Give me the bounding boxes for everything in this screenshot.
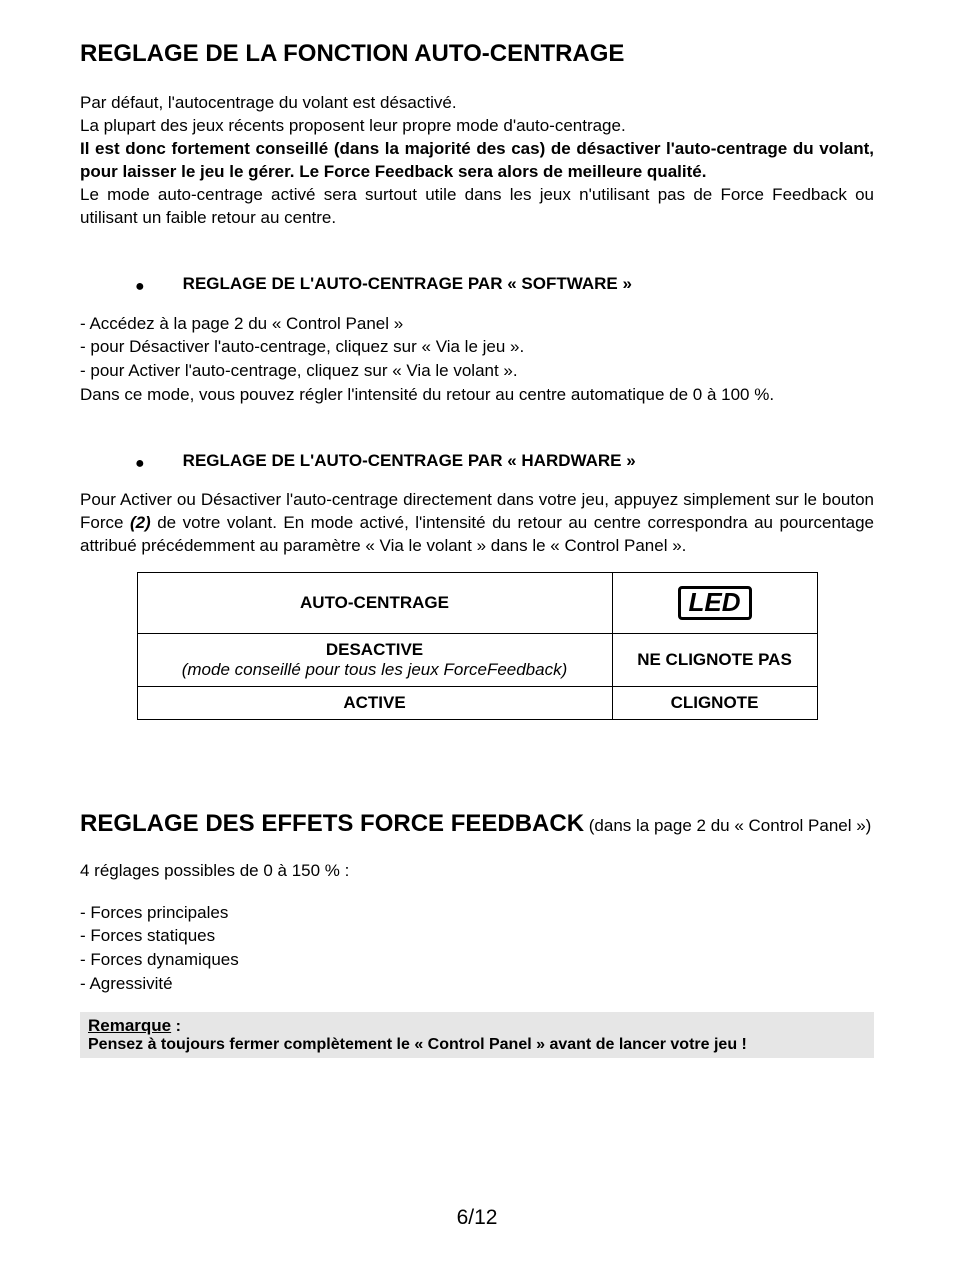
section1-p3: Il est donc fortement conseillé (dans la… [80,138,874,184]
table-desactive-sub: (mode conseillé pour tous les jeux Force… [150,660,600,680]
section1-title: REGLAGE DE LA FONCTION AUTO-CENTRAGE [80,40,874,68]
software-line2: - pour Désactiver l'auto-centrage, cliqu… [80,335,874,359]
software-line4: Dans ce mode, vous pouvez régler l'inten… [80,383,874,407]
remark-colon: : [171,1018,181,1035]
auto-centrage-table: AUTO-CENTRAGE LED DESACTIVE (mode consei… [137,572,818,720]
hardware-paragraph: Pour Activer ou Désactiver l'auto-centra… [80,489,874,558]
page-number: 6/12 [0,1206,954,1230]
table-desactive-cell: DESACTIVE (mode conseillé pour tous les … [137,633,612,686]
remark-box: Remarque : Pensez à toujours fermer comp… [80,1012,874,1058]
ffb-line1: - Forces principales [80,901,874,925]
bullet-hardware: ● REGLAGE DE L'AUTO-CENTRAGE PAR « HARDW… [80,451,874,471]
table-row-active: ACTIVE CLIGNOTE [137,686,817,719]
document-page: REGLAGE DE LA FONCTION AUTO-CENTRAGE Par… [0,0,954,1272]
remark-label: Remarque [88,1016,171,1035]
table-active-right: CLIGNOTE [612,686,817,719]
software-line3: - pour Activer l'auto-centrage, cliquez … [80,359,874,383]
bullet-software: ● REGLAGE DE L'AUTO-CENTRAGE PAR « SOFTW… [80,274,874,294]
ffb-line3: - Forces dynamiques [80,948,874,972]
table-desactive-right: NE CLIGNOTE PAS [612,633,817,686]
ffb-line2: - Forces statiques [80,924,874,948]
bullet-hardware-title: REGLAGE DE L'AUTO-CENTRAGE PAR « HARDWAR… [183,451,636,471]
bullet-icon: ● [135,279,145,295]
section1-p4: Le mode auto-centrage activé sera surtou… [80,184,874,230]
section1-p1: Par défaut, l'autocentrage du volant est… [80,92,874,115]
hardware-ref: (2) [130,513,151,532]
section1-p2: La plupart des jeux récents proposent le… [80,115,874,138]
bullet-icon: ● [135,456,145,472]
table-row-desactive: DESACTIVE (mode conseillé pour tous les … [137,633,817,686]
section2-intro: 4 réglages possibles de 0 à 150 % : [80,860,874,883]
table-active-left: ACTIVE [137,686,612,719]
section2-title: REGLAGE DES EFFETS FORCE FEEDBACK [80,810,584,837]
section2-heading: REGLAGE DES EFFETS FORCE FEEDBACK (dans … [80,810,874,838]
table-header-left: AUTO-CENTRAGE [137,572,612,633]
table-desactive-title: DESACTIVE [150,640,600,660]
table-header-right: LED [612,572,817,633]
led-icon: LED [678,586,752,620]
software-line1: - Accédez à la page 2 du « Control Panel… [80,312,874,336]
hardware-text-post: de votre volant. En mode activé, l'inten… [80,513,874,555]
bullet-software-title: REGLAGE DE L'AUTO-CENTRAGE PAR « SOFTWAR… [183,274,632,294]
ffb-line4: - Agressivité [80,972,874,996]
section2-title-note: (dans la page 2 du « Control Panel ») [584,816,871,835]
table-header-row: AUTO-CENTRAGE LED [137,572,817,633]
remark-text: Pensez à toujours fermer complètement le… [88,1036,747,1053]
